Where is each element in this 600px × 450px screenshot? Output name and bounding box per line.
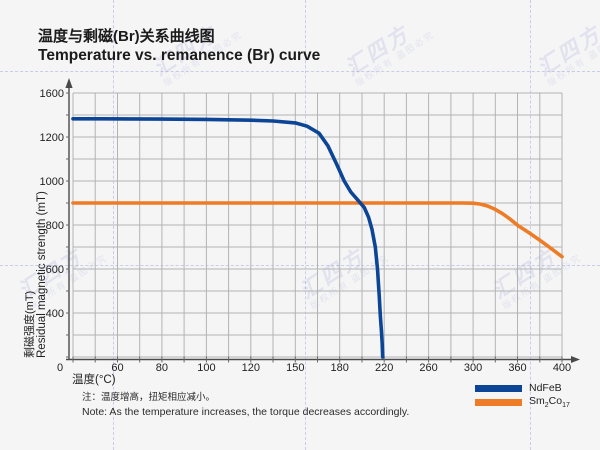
sm2co17-curve [71, 201, 564, 259]
x-tick-label: 80 [156, 362, 168, 374]
y-axis-title-cn: 剩磁强度(mT) [24, 290, 36, 358]
x-tick-label: 400 [553, 362, 571, 374]
chart-title-cn: 温度与剩磁(Br)关系曲线图 [38, 28, 215, 45]
footnote: 注：温度增高，扭矩相应减小。 Note: As the temperature … [82, 392, 409, 419]
legend-item-sm2co17: Sm2Co17 [475, 395, 570, 409]
y-tick-label: 400 [46, 308, 64, 320]
tick-marks [66, 92, 563, 363]
x-tick-label: 60 [111, 362, 123, 374]
x-tick-label: 150 [286, 362, 304, 374]
legend-item-ndfeb: NdFeB [475, 381, 570, 395]
y-tick-label: 1600 [40, 88, 64, 100]
y-tick-label: 600 [46, 264, 64, 276]
x-tick-label: 360 [508, 362, 526, 374]
x-tick-label: 220 [375, 362, 393, 374]
x-tick-label: 260 [419, 362, 437, 374]
x-axis-title: 温度(°C) [72, 374, 116, 386]
y-tick-label: 1000 [40, 176, 64, 188]
series [71, 117, 564, 359]
legend-label-sm2co17: Sm2Co17 [529, 394, 570, 410]
x-tick-label: 180 [331, 362, 349, 374]
legend-label-ndfeb: NdFeB [529, 382, 562, 394]
grid [72, 92, 563, 358]
x-tick-label: 100 [197, 362, 215, 374]
title-block: 温度与剩磁(Br)关系曲线图 Temperature vs. remanence… [38, 27, 320, 65]
footnote-cn: 注：温度增高，扭矩相应减小。 [82, 392, 216, 403]
legend-swatch-sm2co17 [475, 398, 522, 406]
axes [65, 78, 580, 363]
y-tick-label: 800 [46, 220, 64, 232]
y-tick-label: 1200 [40, 132, 64, 144]
x-axis-arrow [571, 356, 580, 363]
chart-legend: NdFeB Sm2Co17 [475, 381, 570, 409]
origin-label: 0 [57, 362, 63, 374]
footnote-en: Note: As the temperature increases, the … [82, 406, 410, 418]
ndfeb-curve [71, 117, 385, 359]
legend-swatch-ndfeb [475, 384, 522, 392]
chart-title-en: Temperature vs. remanence (Br) curve [38, 47, 321, 64]
tick-labels: 60 80 100 120 150 180 220 260 300 360 400 400 600 800… [40, 88, 572, 374]
x-tick-label: 120 [242, 362, 260, 374]
y-axis-title-en: Residual magnetic strength (mT) [36, 191, 48, 358]
y-axis-arrow [65, 78, 73, 88]
x-tick-label: 300 [464, 362, 482, 374]
